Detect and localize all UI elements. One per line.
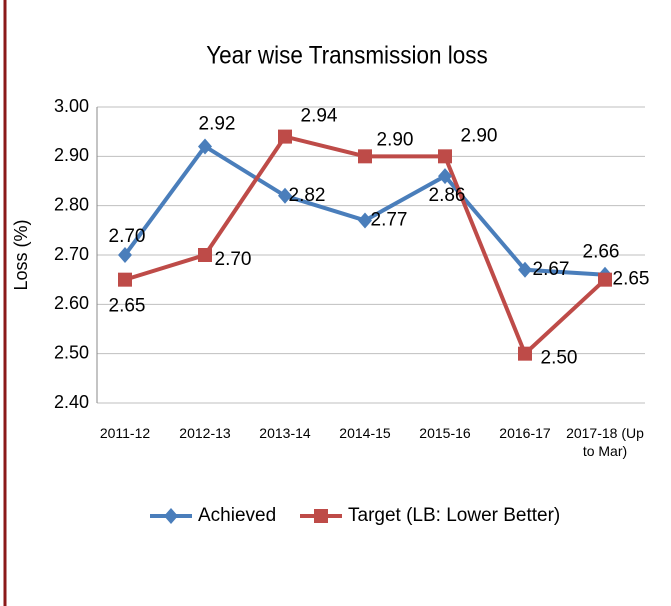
- marker: [438, 168, 452, 185]
- legend-label: Target (LB: Lower Better): [348, 505, 560, 526]
- y-tick-label: 2.50: [54, 342, 89, 362]
- marker: [164, 508, 178, 524]
- y-tick-label: 2.90: [54, 145, 89, 165]
- marker: [358, 212, 372, 229]
- data-label: 2.70: [215, 249, 252, 270]
- y-axis-label: Loss (%): [11, 219, 31, 290]
- data-label: 2.77: [371, 209, 408, 230]
- marker: [118, 247, 132, 263]
- x-tick-label: 2012-13: [179, 425, 231, 441]
- x-tick-label: 2015-16: [419, 425, 471, 441]
- x-tick-label: 2017-18 (Up to Mar): [566, 425, 644, 459]
- marker: [278, 129, 292, 144]
- x-tick-label: 2011-12: [99, 425, 151, 441]
- data-label: 2.90: [377, 129, 414, 150]
- data-label: 2.65: [613, 269, 650, 290]
- marker: [438, 149, 452, 164]
- data-label: 2.67: [533, 259, 570, 280]
- marker: [118, 272, 132, 287]
- marker: [278, 187, 292, 204]
- y-tick-label: 2.40: [54, 392, 89, 412]
- data-label: 2.70: [109, 226, 146, 247]
- data-label: 2.94: [301, 106, 338, 127]
- x-tick-label: 2016-17: [499, 425, 551, 441]
- marker: [198, 138, 212, 155]
- chart-title: Year wise Transmission loss: [206, 42, 488, 70]
- data-label: 2.90: [461, 125, 498, 146]
- data-label: 2.92: [199, 113, 236, 134]
- marker: [358, 149, 372, 164]
- data-label: 2.50: [541, 348, 578, 369]
- y-tick-label: 2.70: [54, 244, 89, 264]
- data-label: 2.66: [583, 242, 620, 263]
- marker: [314, 509, 328, 523]
- marker: [518, 346, 532, 361]
- data-label: 2.86: [429, 185, 466, 206]
- data-label: 2.65: [109, 296, 146, 317]
- data-label: 2.82: [289, 185, 326, 206]
- y-tick-label: 2.80: [54, 194, 89, 214]
- x-tick-label: 2013-14: [259, 425, 311, 441]
- marker: [518, 261, 532, 278]
- marker: [598, 272, 612, 287]
- y-tick-label: 3.00: [54, 96, 89, 116]
- series-line: [124, 134, 607, 358]
- x-tick-label: 2014-15: [339, 425, 391, 441]
- marker: [198, 248, 212, 262]
- y-tick-label: 2.60: [54, 293, 89, 313]
- legend-label: Achieved: [198, 505, 276, 526]
